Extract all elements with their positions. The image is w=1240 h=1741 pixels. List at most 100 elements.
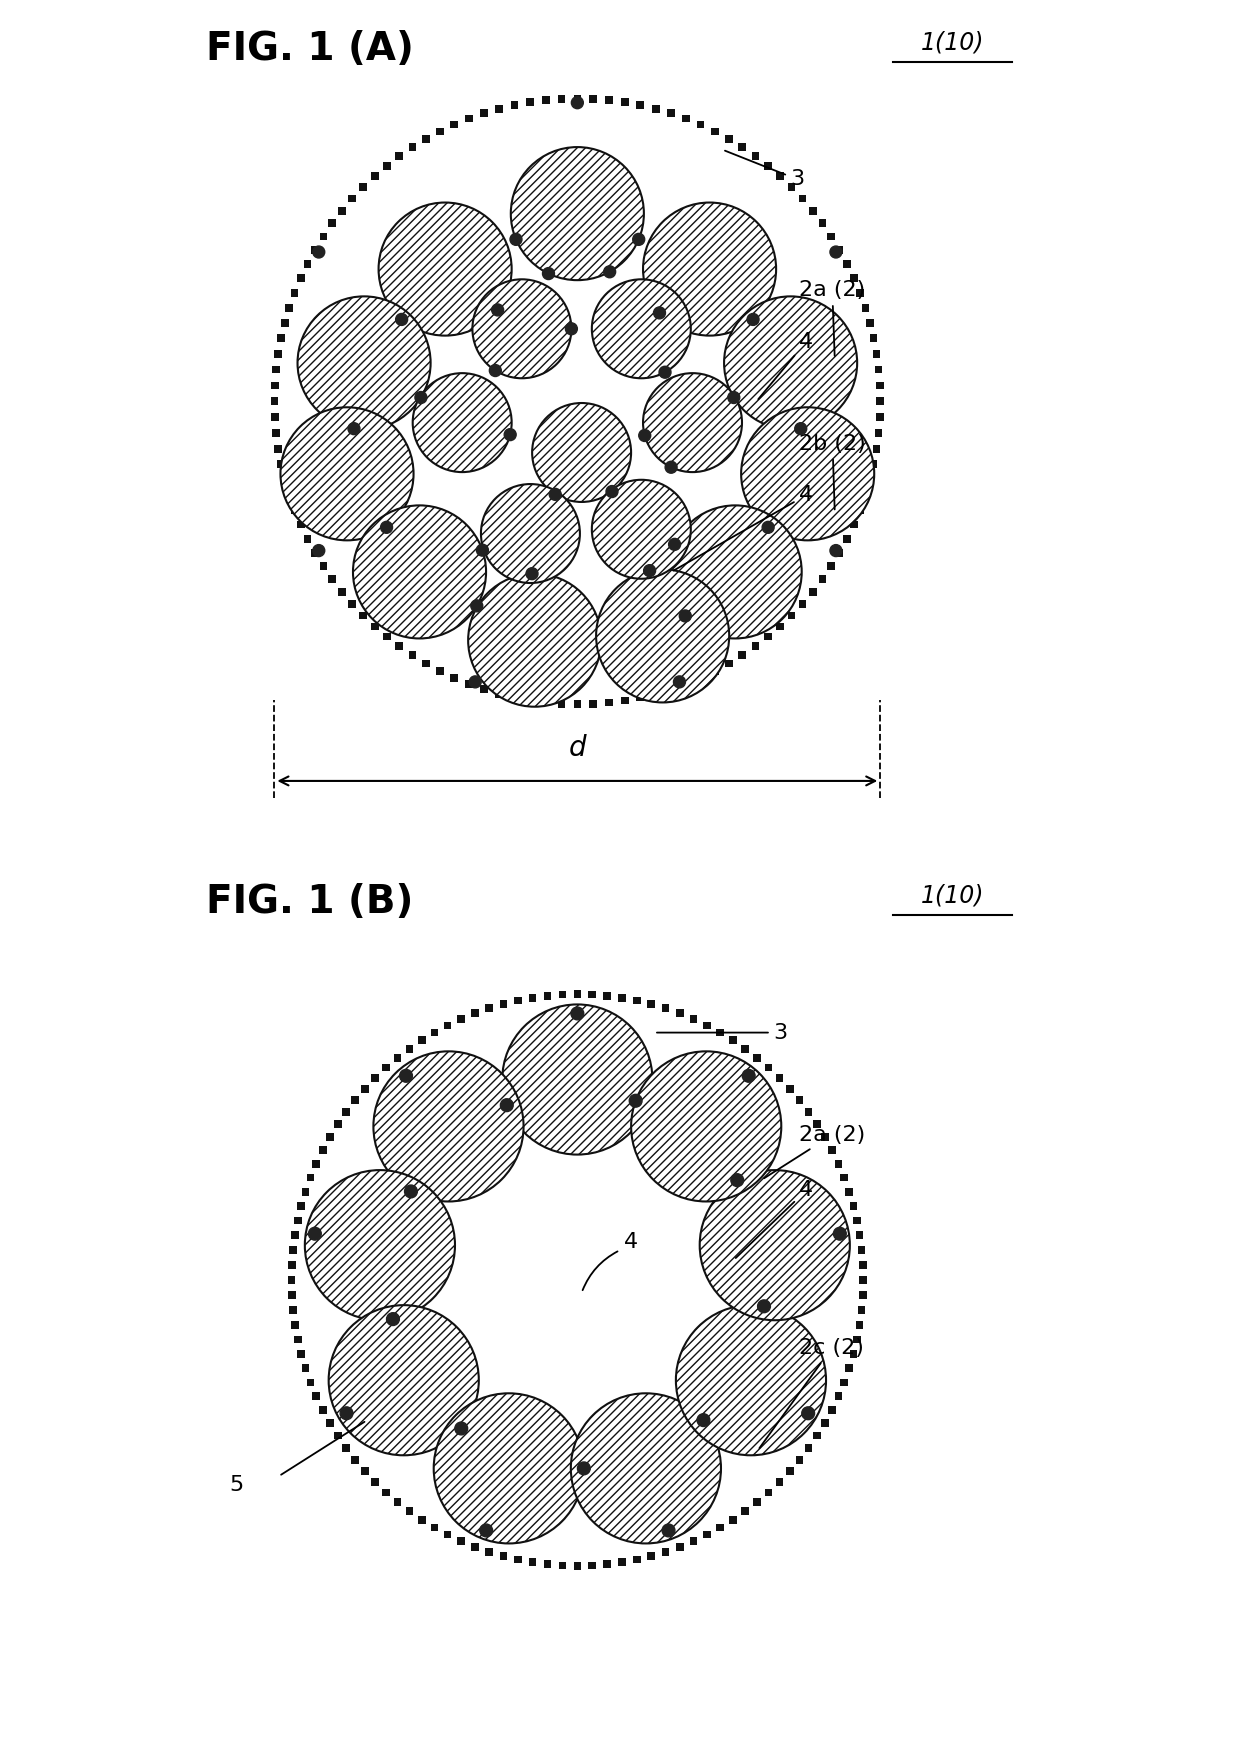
Bar	[430, 1523, 438, 1532]
Bar	[339, 207, 346, 214]
Bar	[589, 700, 596, 707]
Text: 3: 3	[725, 151, 805, 190]
Bar	[342, 1109, 350, 1116]
Bar	[621, 97, 629, 106]
Circle shape	[404, 1186, 418, 1198]
Bar	[543, 992, 552, 999]
Bar	[725, 660, 733, 667]
Bar	[786, 1085, 794, 1093]
Bar	[291, 1231, 299, 1240]
Bar	[334, 1121, 341, 1128]
Bar	[799, 601, 806, 608]
Circle shape	[802, 1407, 815, 1419]
Circle shape	[502, 1005, 652, 1154]
Bar	[843, 259, 851, 268]
Bar	[471, 1543, 479, 1551]
Circle shape	[298, 296, 430, 430]
Circle shape	[511, 146, 644, 280]
Bar	[351, 1455, 360, 1464]
Circle shape	[476, 545, 489, 555]
Bar	[697, 674, 704, 682]
Bar	[729, 1516, 737, 1523]
Bar	[334, 1431, 341, 1440]
Circle shape	[572, 97, 583, 108]
Bar	[465, 115, 472, 122]
Bar	[808, 207, 817, 214]
Bar	[875, 413, 884, 421]
Bar	[813, 1431, 821, 1440]
Text: 2b (2): 2b (2)	[799, 434, 866, 510]
Bar	[361, 1468, 368, 1475]
Bar	[589, 96, 596, 103]
Circle shape	[743, 1069, 755, 1083]
Bar	[360, 183, 367, 192]
Bar	[754, 1053, 761, 1062]
Bar	[372, 1478, 379, 1485]
Bar	[298, 1203, 305, 1210]
Bar	[796, 1097, 804, 1104]
Bar	[436, 667, 444, 676]
Bar	[805, 1443, 812, 1452]
Bar	[418, 1036, 425, 1045]
Circle shape	[668, 505, 802, 639]
Bar	[711, 127, 719, 136]
Bar	[471, 1010, 479, 1017]
Bar	[301, 1187, 310, 1196]
Circle shape	[481, 484, 580, 583]
Bar	[500, 999, 507, 1008]
Bar	[859, 1260, 867, 1269]
Bar	[320, 562, 327, 569]
Bar	[458, 1537, 465, 1544]
Bar	[604, 1560, 611, 1569]
Circle shape	[490, 364, 501, 376]
Bar	[682, 115, 689, 122]
Bar	[682, 681, 689, 688]
Circle shape	[763, 521, 774, 533]
Bar	[703, 1530, 711, 1539]
Bar	[342, 1443, 350, 1452]
Bar	[436, 127, 444, 136]
Bar	[636, 101, 644, 110]
Bar	[862, 305, 869, 312]
Circle shape	[644, 564, 656, 576]
Circle shape	[373, 1052, 523, 1201]
Bar	[841, 1173, 848, 1182]
Bar	[667, 686, 675, 693]
Bar	[383, 162, 391, 171]
Text: FIG. 1 (A): FIG. 1 (A)	[206, 30, 414, 68]
Bar	[574, 1562, 582, 1570]
Bar	[465, 681, 472, 688]
Circle shape	[312, 245, 325, 258]
Bar	[841, 1379, 848, 1386]
Bar	[856, 1321, 863, 1328]
Bar	[711, 667, 719, 676]
Bar	[273, 428, 280, 437]
Circle shape	[830, 245, 842, 258]
Bar	[500, 1553, 507, 1560]
Bar	[382, 1489, 389, 1496]
Bar	[874, 428, 883, 437]
Bar	[450, 674, 458, 682]
Bar	[667, 110, 675, 117]
Bar	[288, 1276, 295, 1283]
Bar	[319, 1146, 326, 1154]
Bar	[274, 350, 281, 357]
Bar	[396, 153, 403, 160]
Bar	[858, 1247, 866, 1254]
Bar	[846, 1365, 853, 1372]
Bar	[836, 245, 843, 254]
Bar	[818, 576, 826, 583]
Circle shape	[549, 487, 562, 500]
Bar	[311, 548, 319, 557]
Bar	[703, 1022, 711, 1029]
Bar	[662, 1548, 670, 1556]
Bar	[422, 660, 430, 667]
Circle shape	[469, 676, 481, 688]
Bar	[835, 1393, 842, 1400]
Bar	[304, 534, 311, 543]
Bar	[515, 996, 522, 1005]
Bar	[764, 162, 771, 171]
Circle shape	[662, 1523, 675, 1537]
Bar	[542, 698, 549, 707]
Circle shape	[381, 521, 393, 533]
